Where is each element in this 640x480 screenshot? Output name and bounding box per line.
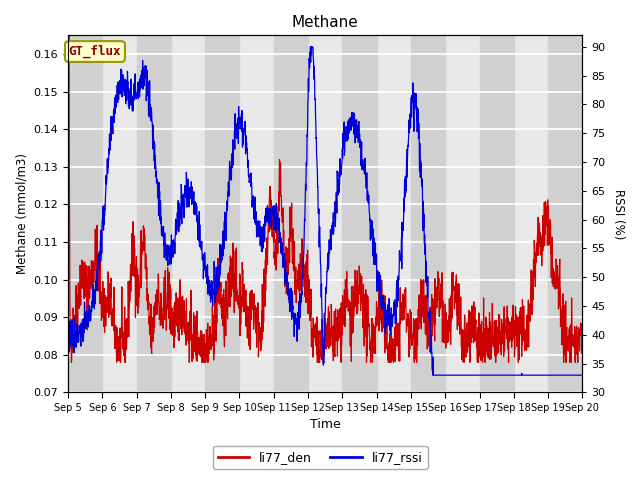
X-axis label: Time: Time xyxy=(310,419,340,432)
Bar xyxy=(479,36,514,393)
Bar xyxy=(136,36,171,393)
Text: GT_flux: GT_flux xyxy=(68,45,121,58)
Y-axis label: Methane (mmol/m3): Methane (mmol/m3) xyxy=(15,154,28,275)
Title: Methane: Methane xyxy=(292,15,358,30)
Bar xyxy=(205,36,239,393)
Bar xyxy=(274,36,308,393)
Bar xyxy=(411,36,445,393)
Bar xyxy=(548,36,582,393)
Bar xyxy=(342,36,377,393)
Bar xyxy=(68,36,102,393)
Y-axis label: RSSI (%): RSSI (%) xyxy=(612,189,625,239)
Legend: li77_den, li77_rssi: li77_den, li77_rssi xyxy=(212,446,428,469)
